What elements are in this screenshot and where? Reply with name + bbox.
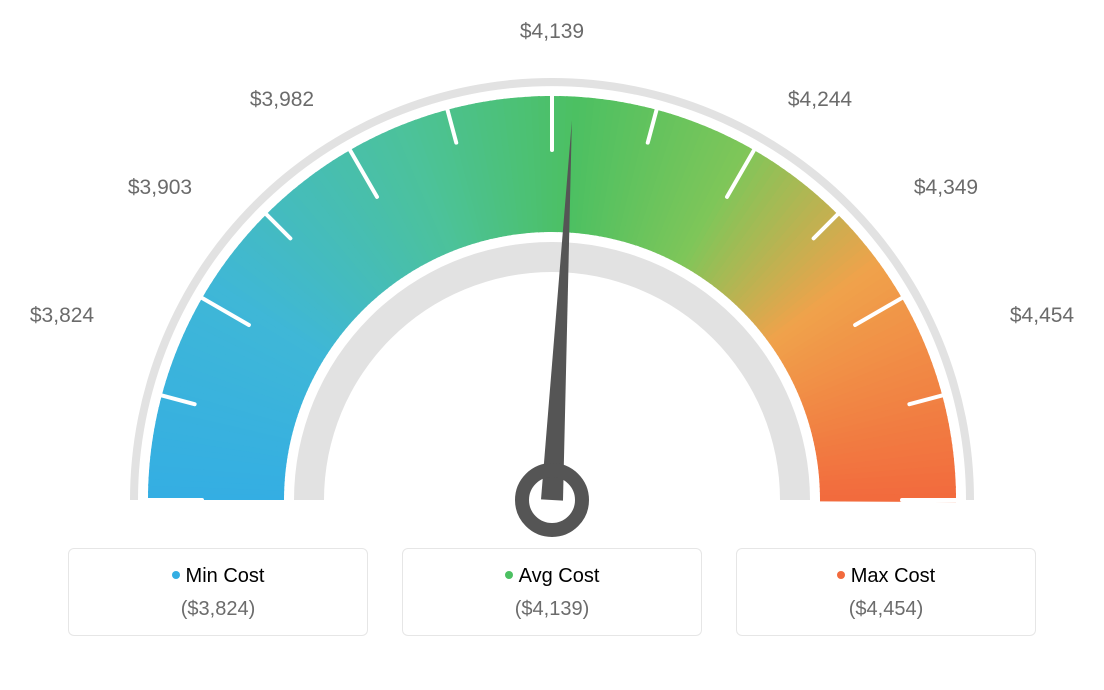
legend-value-min: ($3,824) (79, 598, 357, 621)
legend-value-max: ($4,454) (747, 598, 1025, 621)
gauge-svg (0, 0, 1104, 540)
legend-title-avg: Avg Cost (413, 565, 691, 588)
legend-title-min: Min Cost (79, 565, 357, 588)
dot-icon (172, 571, 180, 579)
legend-card-min: Min Cost ($3,824) (68, 548, 368, 636)
legend-card-avg: Avg Cost ($4,139) (402, 548, 702, 636)
legend-value-avg: ($4,139) (413, 598, 691, 621)
legend-card-max: Max Cost ($4,454) (736, 548, 1036, 636)
cost-gauge: $3,824$3,903$3,982$4,139$4,244$4,349$4,4… (0, 0, 1104, 540)
dot-icon (505, 571, 513, 579)
legend-title-max: Max Cost (747, 565, 1025, 588)
cost-legend: Min Cost ($3,824) Avg Cost ($4,139) Max … (0, 548, 1104, 636)
legend-title-text: Min Cost (186, 565, 265, 587)
legend-title-text: Max Cost (851, 565, 935, 587)
dot-icon (837, 571, 845, 579)
legend-title-text: Avg Cost (519, 565, 600, 587)
